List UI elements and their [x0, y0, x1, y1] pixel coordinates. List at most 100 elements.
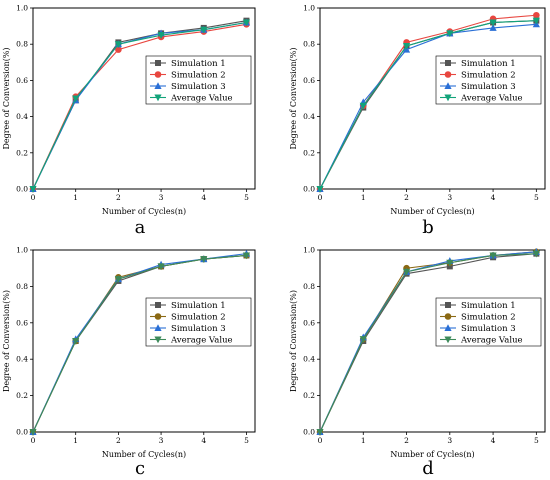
series-line [319, 20, 537, 190]
y-tick-label: 0.8 [303, 40, 315, 49]
x-tick-label: 2 [116, 436, 121, 445]
data-point [157, 32, 165, 39]
chart-panel-c: 0 1 2 3 4 5 0.0 0.2 0.4 0.6 0.8 1.0 Number of Cycles… [2, 246, 256, 479]
legend-marker [445, 60, 451, 66]
series-line [319, 23, 537, 190]
y-tick-label: 1.0 [303, 4, 315, 13]
legend-marker [444, 94, 452, 102]
legend-marker [154, 313, 162, 320]
chart-panel-b: 0 1 2 3 4 5 0.0 0.2 0.4 0.6 0.8 1.0 Number of Cycles… [289, 4, 546, 238]
y-tick-label: 0.2 [303, 148, 315, 157]
series-3 [316, 20, 540, 192]
series-1 [317, 17, 540, 192]
legend-label: Simulation 3 [171, 324, 226, 334]
y-tick-label: 0.2 [16, 148, 28, 157]
legend-marker [444, 71, 452, 78]
series-line [32, 21, 247, 190]
data-point [157, 263, 165, 271]
y-tick-label: 0.0 [303, 185, 315, 194]
data-point [200, 26, 208, 34]
x-tick-label: 1 [73, 436, 78, 445]
data-point [532, 250, 540, 258]
legend-box [435, 297, 542, 347]
series-line [319, 253, 537, 433]
legend-box [145, 297, 252, 347]
x-axis-label: Number of Cycles(n) [390, 207, 474, 216]
y-tick-label: 0.4 [303, 112, 315, 121]
x-tick-label: 1 [73, 193, 78, 202]
series-4 [316, 17, 540, 193]
x-tick-label: 4 [491, 193, 496, 202]
data-point [359, 336, 367, 343]
plot-frame [319, 249, 546, 433]
legend-item: Simulation 1 [440, 301, 516, 311]
legend-label: Average Value [460, 336, 523, 346]
legend-item: Simulation 2 [440, 71, 516, 81]
x-tick-label: 3 [447, 193, 452, 202]
y-tick-label: 0.2 [303, 391, 315, 400]
y-tick-label: 0.4 [16, 355, 28, 364]
data-point [29, 186, 37, 193]
legend-label: Simulation 3 [171, 82, 226, 92]
legend-label: Simulation 2 [171, 313, 226, 323]
data-point [489, 24, 497, 31]
y-tick-label: 1.0 [16, 4, 28, 13]
data-point [29, 429, 37, 436]
legend-item: Simulation 3 [150, 324, 226, 334]
series-3 [29, 18, 251, 192]
x-tick-label: 1 [361, 436, 366, 445]
x-tick-label: 0 [318, 436, 323, 445]
data-point [533, 11, 540, 19]
legend-item: Simulation 3 [150, 82, 226, 92]
legend-box [435, 55, 542, 105]
x-tick-label: 5 [534, 193, 539, 202]
legend-label: Simulation 1 [171, 59, 226, 69]
data-point [115, 46, 122, 53]
series-line [32, 20, 247, 190]
data-point [72, 338, 80, 345]
panel-letter: c [135, 458, 145, 479]
legend-marker [154, 324, 162, 331]
legend-item: Simulation 2 [440, 313, 516, 323]
legend-marker [155, 302, 161, 308]
x-tick-label: 4 [491, 436, 496, 445]
data-point [316, 429, 324, 436]
legend-item: Simulation 1 [150, 59, 226, 69]
y-tick-label: 1.0 [303, 246, 315, 255]
x-tick-label: 0 [31, 193, 36, 202]
data-point [200, 256, 208, 263]
plot-frame [32, 7, 256, 190]
series-2 [29, 20, 250, 193]
x-tick-label: 4 [201, 193, 206, 202]
legend-item: Simulation 2 [150, 313, 226, 323]
y-tick-label: 0.6 [16, 76, 28, 85]
legend-marker [444, 82, 452, 89]
y-tick-label: 0.0 [303, 428, 315, 437]
legend-marker [444, 336, 452, 344]
x-tick-label: 2 [404, 436, 409, 445]
series-4 [29, 19, 251, 193]
series-line [319, 20, 537, 190]
data-point [359, 102, 367, 110]
data-point [402, 43, 411, 50]
y-tick-label: 0.0 [16, 185, 28, 194]
legend-label: Average Value [170, 94, 233, 104]
legend-label: Simulation 1 [171, 301, 226, 311]
data-point [446, 30, 454, 38]
legend-label: Simulation 3 [461, 82, 516, 92]
x-tick-label: 5 [244, 436, 249, 445]
data-point [242, 19, 251, 27]
plot-frame [32, 249, 256, 433]
x-tick-label: 5 [244, 193, 249, 202]
x-tick-label: 0 [31, 436, 36, 445]
x-axis-label: Number of Cycles(n) [390, 450, 474, 459]
x-tick-label: 3 [159, 436, 164, 445]
x-tick-label: 0 [318, 193, 323, 202]
legend-item: Simulation 2 [150, 71, 226, 81]
legend-item: Simulation 3 [440, 82, 516, 92]
x-tick-label: 4 [201, 436, 206, 445]
x-tick-label: 2 [116, 193, 121, 202]
x-axis-label: Number of Cycles(n) [102, 450, 186, 459]
